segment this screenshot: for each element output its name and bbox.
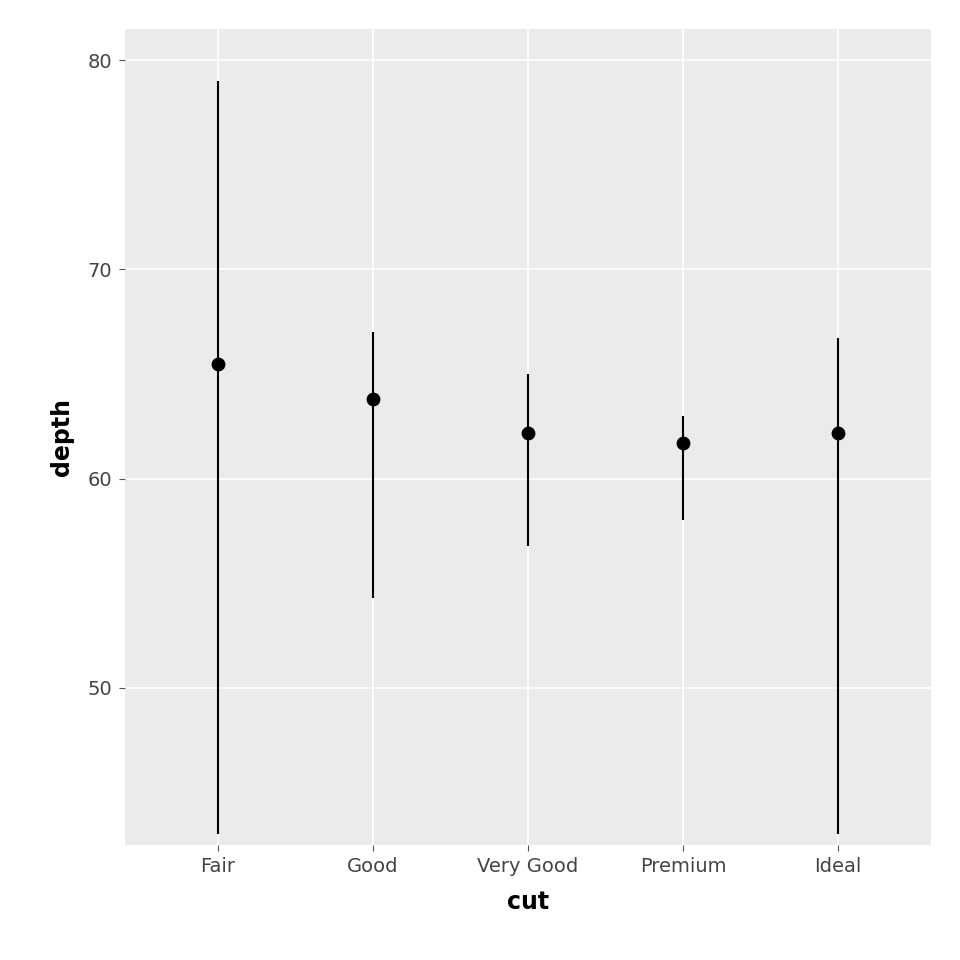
Point bbox=[520, 425, 536, 441]
Point bbox=[676, 436, 691, 451]
Point bbox=[365, 392, 380, 407]
X-axis label: cut: cut bbox=[507, 890, 549, 914]
Point bbox=[830, 425, 846, 441]
Point bbox=[210, 356, 226, 372]
Y-axis label: depth: depth bbox=[50, 397, 74, 476]
